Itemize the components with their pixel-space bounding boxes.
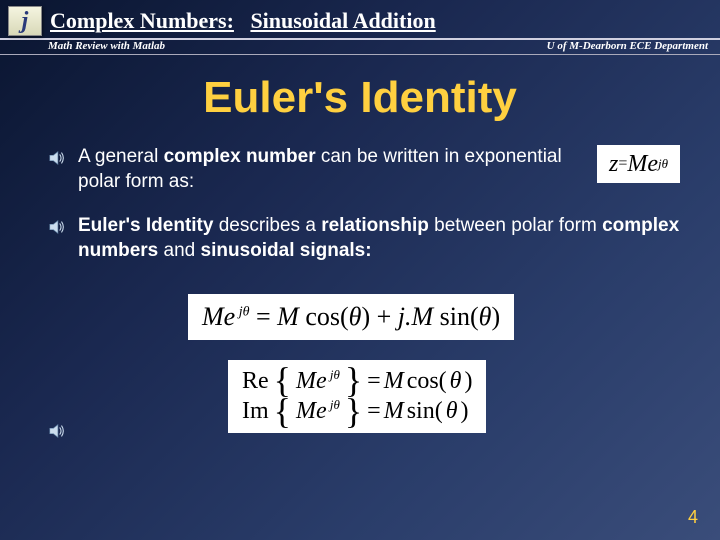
bullet-2: Euler's Identity describes a relationshi… bbox=[48, 214, 680, 263]
subheader: Math Review with Matlab U of M-Dearborn … bbox=[0, 40, 720, 55]
equation-im: Im{Me jθ} = M sin(θ) bbox=[242, 396, 472, 426]
eq-fn: Re bbox=[242, 368, 269, 394]
eq-fn: cos( bbox=[305, 302, 348, 331]
eq-op: ) bbox=[491, 302, 500, 331]
subheader-left: Math Review with Matlab bbox=[48, 40, 165, 52]
brace-icon: { bbox=[272, 368, 293, 393]
header-bar: j Complex Numbers: Sinusoidal Addition bbox=[0, 0, 720, 40]
equation-polar: z = Me jθ bbox=[597, 145, 680, 183]
page-title: Euler's Identity bbox=[0, 73, 720, 123]
eq-var: θ bbox=[349, 302, 362, 331]
speaker-icon[interactable] bbox=[48, 422, 66, 440]
text: between polar form bbox=[429, 215, 602, 236]
logo: j bbox=[8, 6, 42, 36]
text-bold: relationship bbox=[321, 215, 429, 236]
content-area: A general complex number can be written … bbox=[0, 145, 720, 443]
equation-re-im: Re{Me jθ} = M cos(θ) Im{Me jθ} = M sin(θ… bbox=[228, 360, 486, 433]
text-bold: sinusoidal signals: bbox=[201, 240, 372, 261]
eq-var: e bbox=[224, 302, 236, 331]
eq-exp: jθ bbox=[658, 156, 668, 172]
speaker-icon[interactable] bbox=[48, 149, 66, 167]
eq-fn: Im bbox=[242, 398, 269, 424]
eq-var: e bbox=[316, 368, 327, 394]
eq-exp: jθ bbox=[327, 397, 340, 412]
eq-var: M bbox=[277, 302, 305, 331]
brace-icon: } bbox=[343, 399, 364, 424]
eq-var: θ bbox=[446, 398, 458, 424]
eq-var: j.M bbox=[398, 302, 440, 331]
text: and bbox=[158, 240, 200, 261]
breadcrumb-sub: Sinusoidal Addition bbox=[250, 8, 435, 33]
bullet-2-text: Euler's Identity describes a relationshi… bbox=[78, 214, 680, 263]
eq-op: ) bbox=[464, 368, 472, 394]
eq-fn: sin( bbox=[440, 302, 479, 331]
breadcrumb-main: Complex Numbers: bbox=[50, 8, 234, 33]
eq-op: = bbox=[367, 368, 381, 394]
eq-var: M bbox=[296, 398, 316, 424]
eq-var: z bbox=[609, 151, 618, 178]
eq-op: = bbox=[367, 398, 381, 424]
subheader-right: U of M-Dearborn ECE Department bbox=[547, 40, 708, 52]
eq-var: M bbox=[627, 151, 647, 178]
text: A general bbox=[78, 146, 164, 167]
text-bold: Euler's Identity bbox=[78, 215, 213, 236]
eq-fn: cos( bbox=[407, 368, 447, 394]
equation-euler: Me jθ = M cos(θ) + j.M sin(θ) bbox=[188, 294, 514, 340]
eq-var: M bbox=[384, 398, 404, 424]
eq-var: M bbox=[384, 368, 404, 394]
speaker-icon[interactable] bbox=[48, 218, 66, 236]
eq-var: e bbox=[316, 398, 327, 424]
breadcrumb: Complex Numbers: Sinusoidal Addition bbox=[50, 8, 436, 34]
eq-var: θ bbox=[479, 302, 492, 331]
eq-var: θ bbox=[450, 368, 462, 394]
eq-op: = bbox=[250, 302, 278, 331]
eq-exp: jθ bbox=[235, 304, 249, 319]
page-number: 4 bbox=[688, 507, 698, 528]
brace-icon: } bbox=[343, 368, 364, 393]
eq-exp: jθ bbox=[327, 367, 340, 382]
brace-icon: { bbox=[272, 399, 293, 424]
text-bold: complex number bbox=[164, 146, 316, 167]
eq-op: ) + bbox=[361, 302, 397, 331]
eq-var: e bbox=[647, 151, 658, 178]
text: describes a bbox=[213, 215, 321, 236]
bullet-1: A general complex number can be written … bbox=[48, 145, 680, 194]
eq-fn: sin( bbox=[407, 398, 443, 424]
logo-letter: j bbox=[22, 8, 29, 35]
eq-op: = bbox=[618, 155, 627, 173]
bullet-1-text: A general complex number can be written … bbox=[78, 145, 565, 194]
eq-op: ) bbox=[460, 398, 468, 424]
eq-var: M bbox=[202, 302, 224, 331]
eq-var: M bbox=[296, 368, 316, 394]
